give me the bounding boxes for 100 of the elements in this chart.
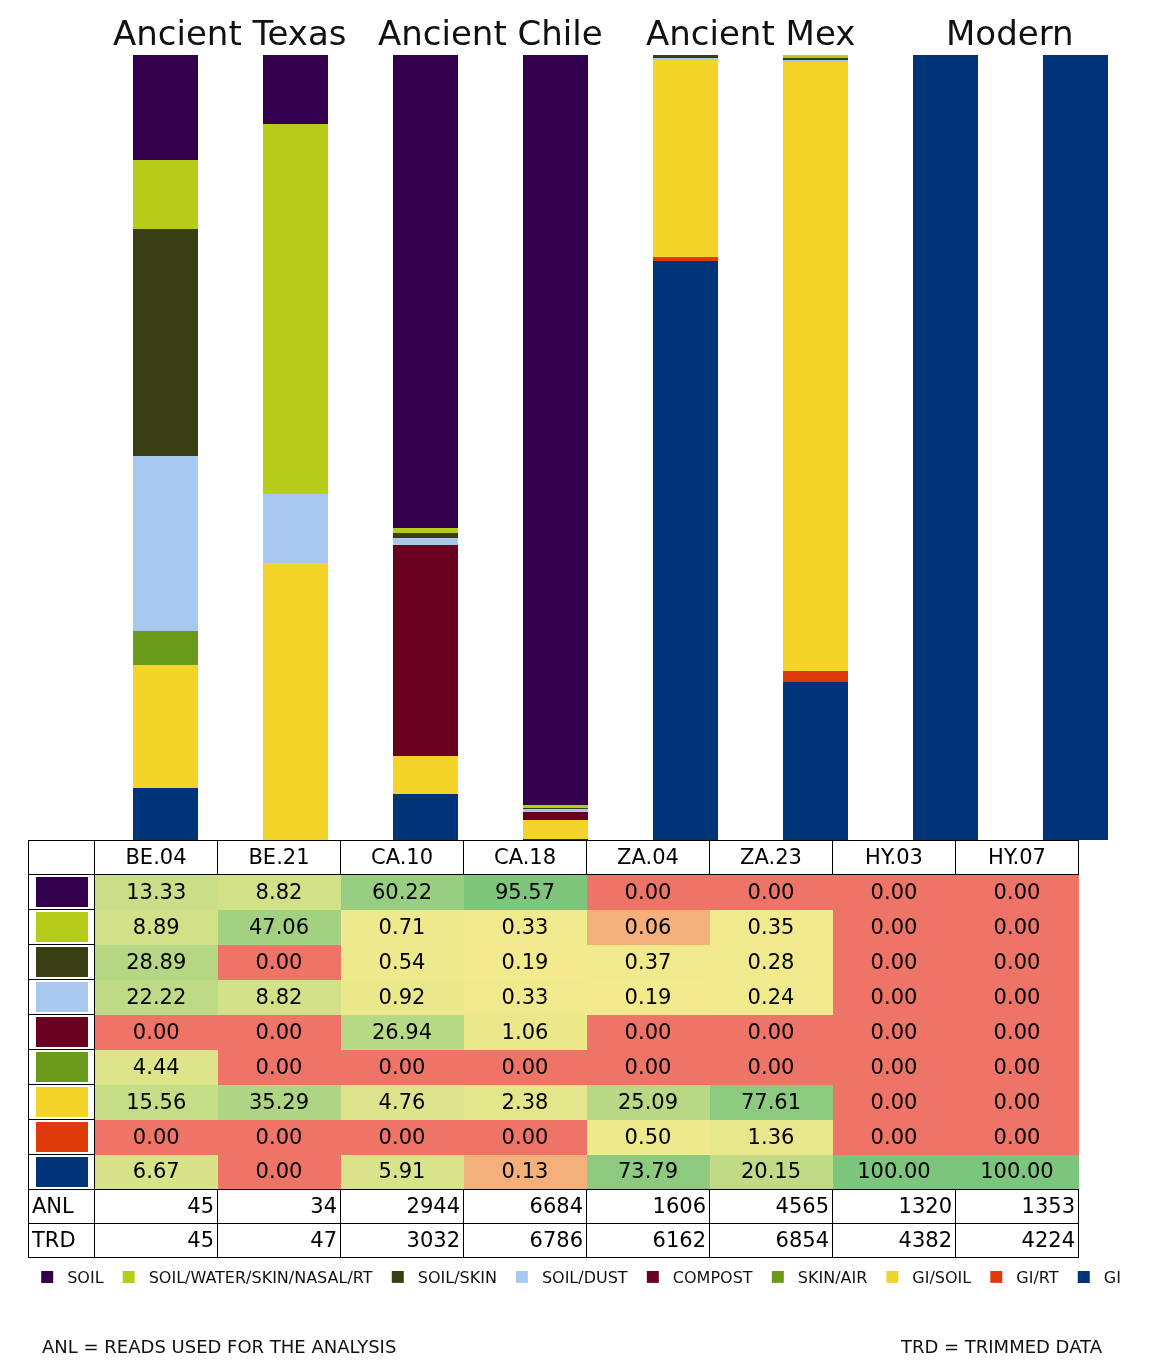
text: TRD [28,1223,95,1258]
data-label: 35.29 [217,1084,341,1120]
text: 4565 [709,1189,833,1224]
x-tick-label: ZA.23 [709,840,833,875]
data-label: 0.00 [340,1119,464,1155]
bar [652,256,718,261]
bar [132,630,198,666]
data-label: 100.00 [955,1154,1079,1190]
bar [522,55,588,806]
legend-label: SKIN/AIR [797,1268,868,1288]
data-label: 0.00 [955,1084,1079,1120]
bar [132,456,198,631]
text: 1320 [832,1189,956,1224]
bar [392,756,458,794]
data-label: 25.09 [586,1084,710,1120]
data-label: 0.00 [463,1119,587,1155]
data-label: 0.92 [340,979,464,1015]
legend-label: GI [1103,1268,1121,1288]
data-label: 0.00 [586,874,710,910]
data-label: 77.61 [709,1084,833,1120]
text: TRD = TRIMMED DATA [900,1336,1102,1357]
data-label: 0.00 [955,874,1079,910]
bar [782,671,848,682]
data-label: 1.06 [463,1014,587,1050]
x-tick-label: HY.07 [955,840,1079,875]
data-label: 0.00 [832,1014,956,1050]
data-label: 0.00 [832,1119,956,1155]
data-label: 0.24 [709,979,833,1015]
text: 4382 [832,1223,956,1258]
data-label: 0.00 [709,1014,833,1050]
text: 6684 [463,1189,587,1224]
data-label: 8.82 [217,874,341,910]
data-label: 0.06 [586,909,710,945]
data-label: 47.06 [217,909,341,945]
bar [392,533,458,538]
text: 45 [94,1189,218,1224]
data-label: 0.19 [586,979,710,1015]
bar [132,229,198,457]
legend-label: GI/SOIL [912,1268,972,1288]
data-label: 15.56 [94,1084,218,1120]
data-label: 0.54 [340,944,464,980]
data-label: 1.36 [709,1119,833,1155]
bar [132,55,198,160]
data-label: 0.71 [340,909,464,945]
x-tick-label: HY.03 [832,840,956,875]
bar [262,562,328,840]
data-label: 0.35 [709,909,833,945]
text: 2944 [340,1189,464,1224]
data-label: 28.89 [94,944,218,980]
bar [262,124,328,494]
data-label: 0.00 [955,1119,1079,1155]
text: 6854 [709,1223,833,1258]
bar [132,787,198,840]
bar [262,493,328,563]
text: Modern [946,13,1074,53]
bar [392,527,458,534]
bar [392,55,458,528]
data-label: 0.00 [832,1084,956,1120]
bar [392,793,458,840]
data-label: 0.00 [217,1154,341,1190]
data-label: 0.00 [94,1014,218,1050]
data-label: 0.00 [709,874,833,910]
data-label: 0.00 [832,874,956,910]
legend-label: COMPOST [672,1268,753,1288]
data-label: 0.00 [955,1049,1079,1085]
bar [132,665,198,788]
data-label: 0.00 [709,1049,833,1085]
text: ANL = READS USED FOR THE ANALYSIS [42,1336,397,1357]
data-label: 0.37 [586,944,710,980]
bar [132,159,198,230]
bar [782,681,848,840]
bar [652,59,718,257]
data-label: 22.22 [94,979,218,1015]
data-label: 0.00 [832,909,956,945]
data-label: 0.00 [832,944,956,980]
data-label: 0.33 [463,979,587,1015]
bar [652,260,718,840]
data-label: 0.00 [955,944,1079,980]
data-label: 0.00 [832,1049,956,1085]
bar [522,811,588,821]
data-label: 0.00 [217,1014,341,1050]
x-tick-label: BE.21 [217,840,341,875]
legend-label: SOIL/DUST [541,1268,628,1288]
text: 3032 [340,1223,464,1258]
text: Ancient Chile [378,13,603,53]
text: 6786 [463,1223,587,1258]
bar [782,61,848,672]
data-label: 0.00 [94,1119,218,1155]
data-label: 0.00 [217,1049,341,1085]
data-label: 8.89 [94,909,218,945]
text: 6162 [586,1223,710,1258]
data-label: 95.57 [463,874,587,910]
data-label: 2.38 [463,1084,587,1120]
data-label: 0.33 [463,909,587,945]
data-label: 0.00 [832,979,956,1015]
data-label: 0.00 [340,1049,464,1085]
bar [912,55,978,840]
data-label: 0.00 [955,979,1079,1015]
text: 47 [217,1223,341,1258]
data-label: 60.22 [340,874,464,910]
